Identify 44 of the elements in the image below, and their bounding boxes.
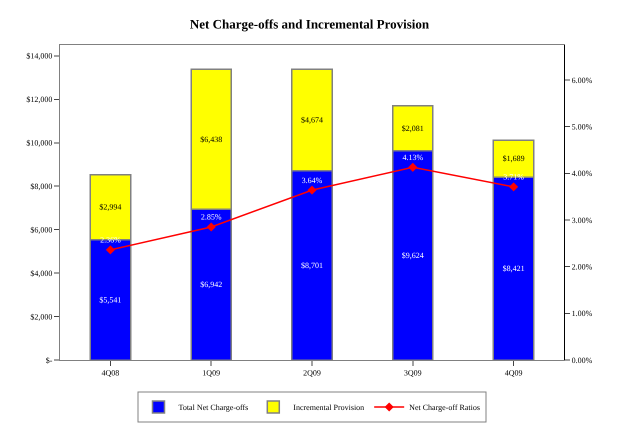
point bbox=[408, 162, 418, 172]
y-tick-label: $14,000 bbox=[26, 52, 52, 61]
data-label: 3.71% bbox=[503, 172, 524, 182]
data-label: $9,624 bbox=[402, 250, 424, 260]
legend-label: Total Net Charge-offs bbox=[178, 403, 248, 412]
chart-title: Net Charge-offs and Incremental Provision bbox=[190, 16, 430, 32]
legend-label: Incremental Provision bbox=[293, 403, 364, 412]
y-tick-label: $10,000 bbox=[26, 138, 52, 148]
y-tick-label: $12,000 bbox=[26, 95, 52, 104]
data-label: 3.64% bbox=[302, 176, 323, 185]
y2-tick-label: 2.00% bbox=[572, 262, 593, 272]
y2-tick-label: 4.00% bbox=[572, 169, 593, 178]
x-tick-label: 3Q09 bbox=[404, 368, 422, 378]
y2-tick-label: 1.00% bbox=[572, 309, 593, 318]
y-tick-label: $8,000 bbox=[30, 182, 52, 192]
data-label: $2,081 bbox=[402, 124, 424, 133]
data-label: $2,994 bbox=[99, 202, 122, 212]
y2-tick-label: 5.00% bbox=[572, 122, 593, 132]
y2-tick-label: 0.00% bbox=[572, 356, 593, 365]
x-tick-label: 2Q09 bbox=[303, 368, 321, 378]
data-label: $4,674 bbox=[301, 116, 323, 125]
y2-tick-label: 6.00% bbox=[572, 76, 593, 85]
data-label: $6,438 bbox=[200, 134, 222, 144]
data-label: $1,689 bbox=[502, 154, 525, 164]
point bbox=[307, 186, 317, 195]
y2-tick-label: 3.00% bbox=[572, 216, 593, 225]
data-label: $5,541 bbox=[99, 295, 122, 304]
y-tick-label: $6,000 bbox=[30, 225, 52, 234]
point bbox=[206, 222, 216, 232]
legend-label: Net Charge-off Ratios bbox=[409, 403, 480, 412]
y-tick-label: $2,000 bbox=[30, 312, 52, 322]
x-tick-label: 4Q08 bbox=[102, 368, 120, 378]
data-label: $8,701 bbox=[301, 260, 323, 270]
data-label: $6,942 bbox=[200, 280, 222, 290]
data-label: 2.36% bbox=[100, 235, 122, 244]
point bbox=[509, 182, 518, 192]
y-tick-label: $- bbox=[46, 356, 53, 365]
point bbox=[106, 245, 115, 254]
y-tick-label: $4,000 bbox=[30, 268, 52, 278]
data-label: 2.85% bbox=[200, 212, 222, 222]
data-label: $8,421 bbox=[502, 264, 525, 274]
data-label: 4.13% bbox=[402, 152, 424, 162]
x-tick-label: 1Q09 bbox=[202, 368, 220, 378]
x-tick-label: 4Q09 bbox=[504, 368, 522, 378]
